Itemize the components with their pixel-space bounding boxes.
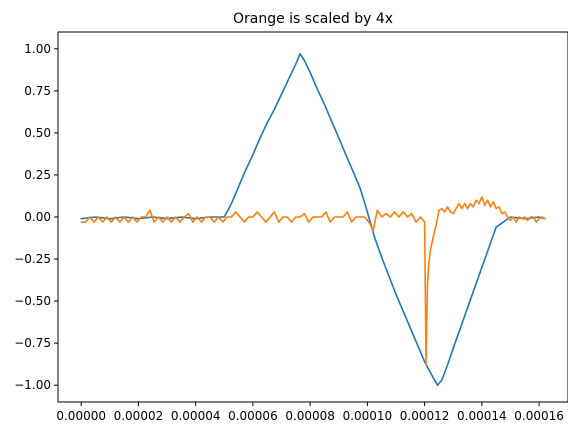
x-tick-label: 0.00010 — [343, 409, 393, 423]
y-tick-label: −0.75 — [14, 336, 51, 350]
x-tick-label: 0.00004 — [171, 409, 221, 423]
plot-area — [80, 53, 546, 386]
x-tick-label: 0.00016 — [514, 409, 564, 423]
y-tick-label: −1.00 — [14, 378, 51, 392]
x-tick-label: 0.00008 — [285, 409, 335, 423]
series-line-2 — [80, 196, 546, 366]
y-tick-label: −0.25 — [14, 252, 51, 266]
series-line-1 — [80, 53, 546, 386]
x-tick-label: 0.00000 — [56, 409, 106, 423]
y-axis: −1.00 −0.75 −0.50 −0.25 0.00 0.25 0.50 0.75 1.00 — [14, 42, 58, 392]
y-tick-label: 0.75 — [24, 84, 51, 98]
y-tick-label: 1.00 — [24, 42, 51, 56]
y-tick-label: 0.50 — [24, 126, 51, 140]
x-tick-label: 0.00014 — [457, 409, 507, 423]
x-tick-label: 0.00012 — [400, 409, 450, 423]
y-tick-label: 0.00 — [24, 210, 51, 224]
x-tick-label: 0.00002 — [114, 409, 164, 423]
y-tick-label: 0.25 — [24, 168, 51, 182]
y-tick-label: −0.50 — [14, 294, 51, 308]
chart-title: Orange is scaled by 4x — [233, 11, 393, 27]
x-axis: 0.00000 0.00002 0.00004 0.00006 0.00008 0.000… — [56, 402, 564, 423]
x-tick-label: 0.00006 — [228, 409, 278, 423]
